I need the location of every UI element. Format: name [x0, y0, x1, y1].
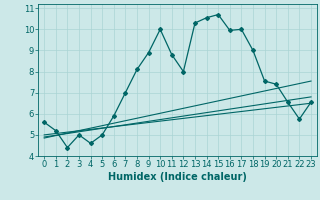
X-axis label: Humidex (Indice chaleur): Humidex (Indice chaleur)	[108, 172, 247, 182]
